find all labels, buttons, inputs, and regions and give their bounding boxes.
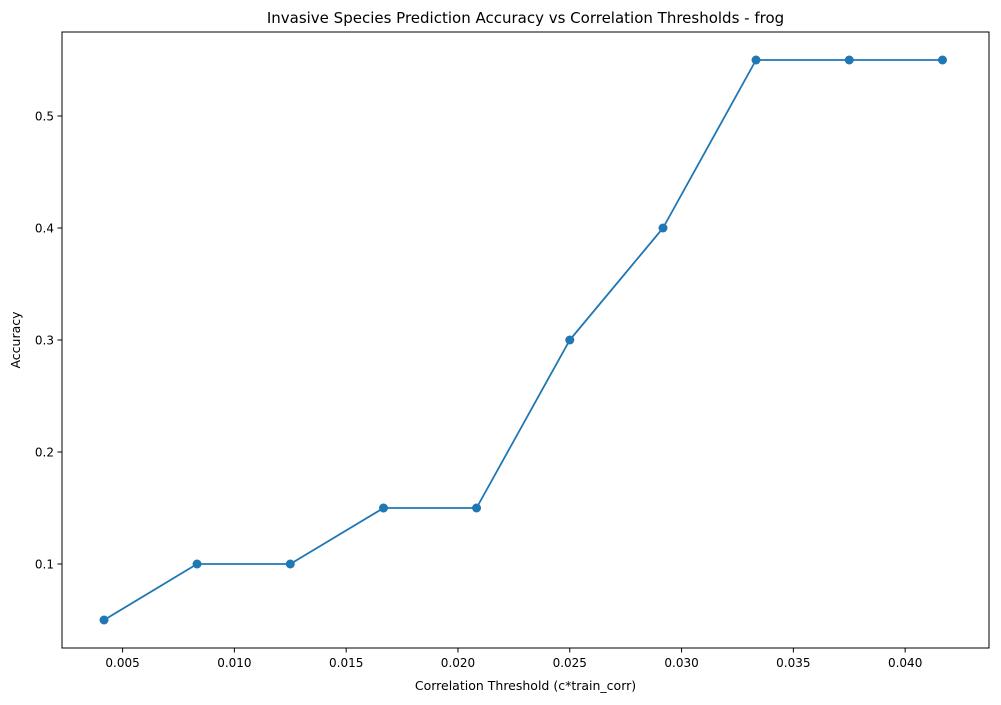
x-tick-label: 0.015 xyxy=(329,656,363,670)
y-tick-label: 0.4 xyxy=(35,221,54,235)
y-axis-ticks: 0.1 0.2 0.3 0.4 0.5 xyxy=(35,109,62,571)
chart-title: Invasive Species Prediction Accuracy vs … xyxy=(267,9,784,27)
x-axis-ticks: 0.005 0.010 0.015 0.020 0.025 0.030 0.035 0.040 xyxy=(105,648,922,670)
data-point xyxy=(751,55,761,65)
data-point xyxy=(285,559,295,569)
plot-frame xyxy=(61,31,990,649)
data-point xyxy=(192,559,202,569)
data-point xyxy=(937,55,947,65)
y-axis-label: Accuracy xyxy=(8,311,23,369)
series-layer xyxy=(99,55,947,625)
data-point xyxy=(99,615,109,625)
x-axis-label: Correlation Threshold (c*train_corr) xyxy=(415,678,636,693)
x-tick-label: 0.030 xyxy=(664,656,698,670)
data-point xyxy=(472,503,482,513)
y-tick-label: 0.3 xyxy=(35,333,54,347)
data-point xyxy=(565,335,575,345)
x-tick-label: 0.025 xyxy=(553,656,587,670)
series-line xyxy=(103,59,943,621)
y-tick-label: 0.5 xyxy=(35,109,54,123)
y-tick-label: 0.2 xyxy=(35,445,54,459)
x-tick-label: 0.035 xyxy=(776,656,810,670)
data-point xyxy=(658,223,668,233)
y-tick-label: 0.1 xyxy=(35,557,54,571)
x-tick-label: 0.010 xyxy=(217,656,251,670)
data-point xyxy=(379,503,389,513)
x-tick-label: 0.040 xyxy=(888,656,922,670)
x-tick-label: 0.020 xyxy=(441,656,475,670)
data-point xyxy=(844,55,854,65)
x-tick-label: 0.005 xyxy=(105,656,139,670)
